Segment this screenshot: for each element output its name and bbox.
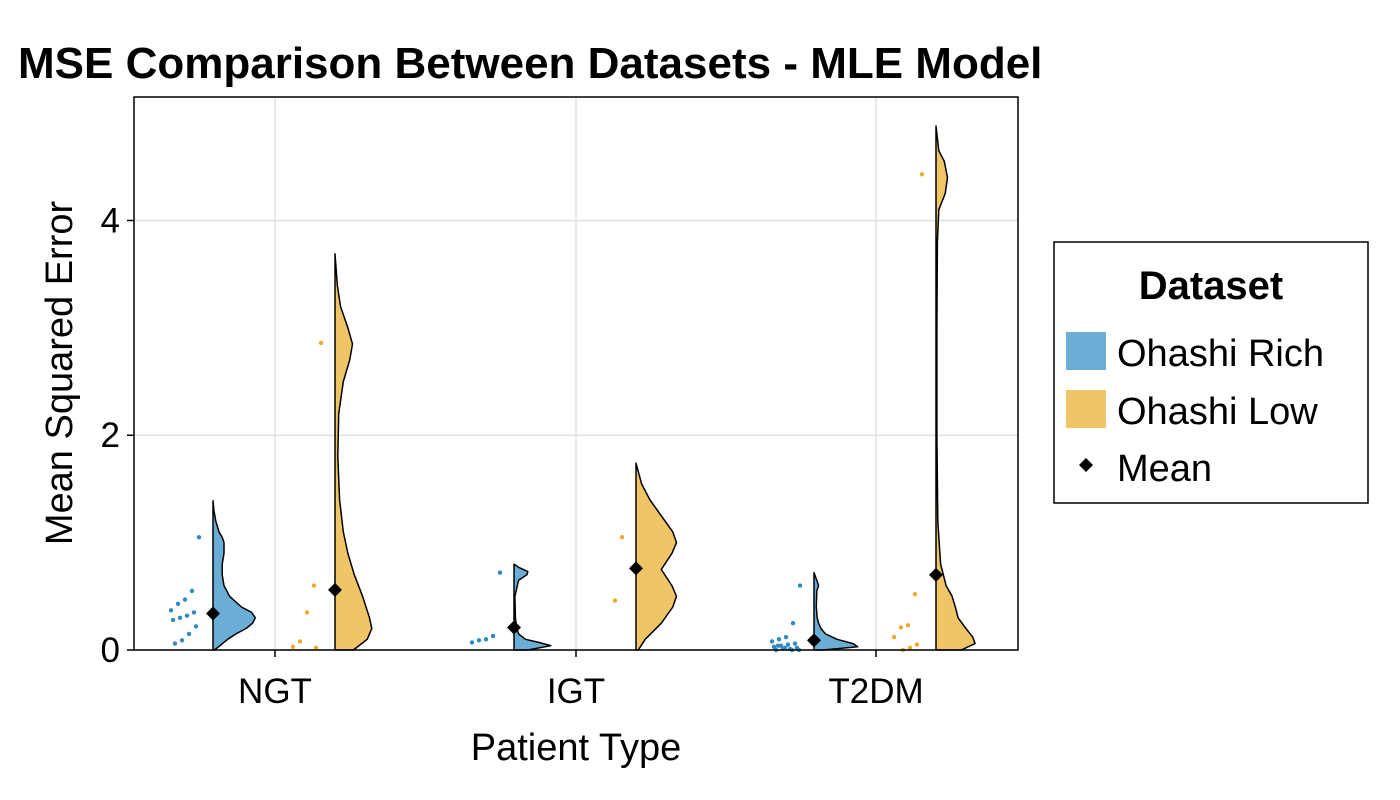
point-ohashi-rich-t2dm [782,645,788,651]
violin-ohashi-rich-ngt [212,499,257,651]
legend-box [1053,241,1369,504]
point-ohashi-rich-ngt [168,608,174,613]
violin-ohashi-low-ngt [334,253,373,651]
point-ohashi-low-ngt [311,583,317,588]
x-tick-label-igt: IGT [547,672,605,711]
mean-marker-ohashi-rich-igt [507,620,521,635]
legend-label-ohashi-rich: Ohashi Rich [1117,333,1324,375]
point-ohashi-rich-ngt [186,631,192,637]
data-points [168,172,925,653]
point-ohashi-rich-igt [476,638,482,643]
point-ohashi-rich-igt [497,570,503,575]
violin-ohashi-low-igt [635,462,678,651]
point-ohashi-low-t2dm [905,623,911,628]
point-ohashi-rich-t2dm [776,637,782,642]
point-ohashi-rich-t2dm [771,644,777,649]
x-tick-label-ngt: NGT [238,672,312,711]
point-ohashi-rich-ngt [170,617,176,623]
point-ohashi-rich-igt [483,637,489,642]
legend-title: Dataset [1139,264,1284,308]
legend-swatch-ohashi-rich [1066,332,1106,370]
point-ohashi-rich-t2dm [785,642,791,647]
point-ohashi-rich-ngt [179,638,185,643]
mean-markers [206,561,943,648]
point-ohashi-rich-ngt [175,601,181,607]
mean-marker-ohashi-rich-ngt [206,606,220,621]
point-ohashi-rich-ngt [177,615,183,620]
point-ohashi-low-t2dm [891,634,897,640]
grid [134,97,1018,651]
violins [212,125,976,651]
point-ohashi-low-ngt [313,645,319,651]
point-ohashi-rich-igt [469,640,475,645]
point-ohashi-rich-t2dm [792,641,798,646]
point-ohashi-rich-ngt [191,610,197,615]
point-ohashi-low-ngt [290,644,296,649]
point-ohashi-rich-ngt [172,641,178,646]
violin-ohashi-low-t2dm [935,125,976,651]
mean-marker-ohashi-low-t2dm [929,567,943,582]
point-ohashi-low-t2dm [914,642,920,647]
point-ohashi-low-ngt [297,639,303,644]
point-ohashi-rich-t2dm [783,634,789,640]
legend-swatch-ohashi-low [1066,390,1106,428]
y-tick-label-0: 0 [101,631,120,670]
x-axis-label: Patient Type [471,727,682,769]
legend-marker-mean [1079,458,1093,472]
point-ohashi-low-igt [619,535,625,540]
point-ohashi-low-ngt [304,610,310,615]
y-axis-ticks: 0 2 4 [101,201,134,670]
point-ohashi-rich-ngt [193,624,199,629]
point-ohashi-rich-ngt [189,588,195,594]
point-ohashi-low-t2dm [907,645,913,651]
point-ohashi-rich-t2dm [790,620,796,626]
mean-marker-ohashi-rich-t2dm [807,633,821,648]
point-ohashi-low-t2dm [898,625,904,630]
point-ohashi-rich-ngt [184,613,190,618]
mean-marker-ohashi-low-ngt [328,582,342,597]
x-axis-ticks: NGT IGT T2DM [238,650,924,711]
legend-label-ohashi-low: Ohashi Low [1117,391,1318,433]
point-ohashi-low-igt [612,598,618,603]
point-ohashi-rich-ngt [182,597,188,602]
point-ohashi-rich-t2dm [797,583,803,588]
x-tick-label-t2dm: T2DM [828,672,923,711]
y-axis-label: Mean Squared Error [39,201,81,546]
mean-marker-ohashi-low-igt [629,561,643,576]
chart-title: MSE Comparison Between Datasets - MLE Mo… [18,39,1042,88]
legend-label-mean: Mean [1117,448,1212,490]
point-ohashi-rich-igt [490,633,496,639]
violin-ohashi-rich-igt [513,563,552,651]
legend: Dataset Ohashi Rich Ohashi Low Mean [1053,241,1369,504]
point-ohashi-low-t2dm [919,172,925,177]
point-ohashi-rich-ngt [196,535,202,540]
violin-ohashi-rich-t2dm [813,571,859,651]
point-ohashi-rich-t2dm [769,639,775,644]
y-tick-label-2: 2 [101,416,120,455]
point-ohashi-low-t2dm [912,591,918,597]
point-ohashi-rich-t2dm [775,643,781,648]
y-tick-label-4: 4 [101,201,120,240]
point-ohashi-low-ngt [318,340,324,346]
